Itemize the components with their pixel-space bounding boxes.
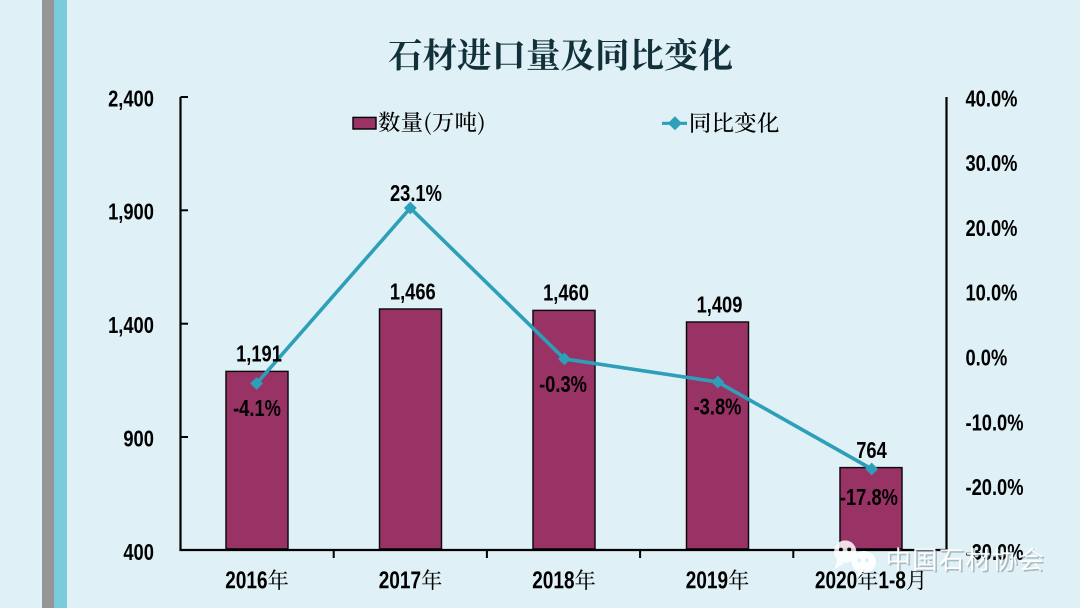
- svg-text:20.0%: 20.0%: [966, 216, 1018, 242]
- svg-text:1,191: 1,191: [236, 342, 282, 368]
- svg-text:23.1%: 23.1%: [390, 181, 442, 207]
- svg-text:40.0%: 40.0%: [966, 86, 1018, 112]
- svg-text:2,400: 2,400: [108, 86, 154, 112]
- svg-text:400: 400: [123, 540, 154, 566]
- svg-text:1,400: 1,400: [108, 313, 154, 339]
- svg-text:1,409: 1,409: [697, 292, 743, 318]
- svg-text:764: 764: [856, 438, 887, 464]
- svg-text:1,900: 1,900: [108, 200, 154, 226]
- svg-text:-20.0%: -20.0%: [966, 475, 1024, 501]
- svg-text:1,466: 1,466: [390, 279, 436, 305]
- svg-text:-10.0%: -10.0%: [966, 410, 1024, 436]
- svg-text:-3.8%: -3.8%: [694, 394, 742, 420]
- svg-text:900: 900: [123, 427, 154, 453]
- svg-text:-0.3%: -0.3%: [539, 372, 587, 398]
- svg-text:10.0%: 10.0%: [966, 281, 1018, 307]
- svg-text:-17.8%: -17.8%: [840, 485, 898, 511]
- svg-text:0.0%: 0.0%: [966, 346, 1008, 372]
- svg-text:-4.1%: -4.1%: [233, 396, 281, 422]
- svg-text:1,460: 1,460: [543, 281, 589, 307]
- svg-text:30.0%: 30.0%: [966, 151, 1018, 177]
